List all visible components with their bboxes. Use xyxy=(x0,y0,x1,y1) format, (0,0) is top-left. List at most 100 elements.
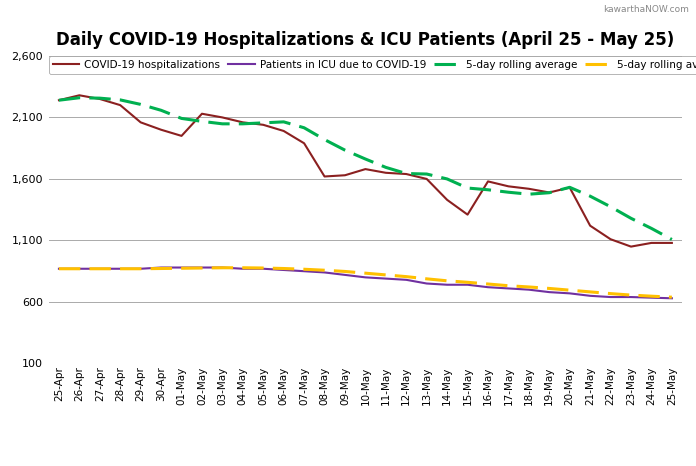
5-day rolling average xyxy=(647,226,656,231)
Patients in ICU due to COVID-19 xyxy=(545,289,553,295)
Patients in ICU due to COVID-19 xyxy=(55,266,63,272)
Patients in ICU due to COVID-19 xyxy=(504,286,512,291)
5-day rolling average xyxy=(422,171,431,177)
5-day rolling average xyxy=(606,204,615,210)
5-day rolling average xyxy=(259,120,267,126)
5-day rolling average xyxy=(136,266,145,272)
5-day rolling average xyxy=(239,121,247,127)
5-day rolling average xyxy=(484,187,492,192)
Line: Patients in ICU due to COVID-19: Patients in ICU due to COVID-19 xyxy=(59,267,672,298)
Patients in ICU due to COVID-19 xyxy=(239,266,247,272)
Patients in ICU due to COVID-19 xyxy=(525,287,533,293)
COVID-19 hospitalizations xyxy=(566,185,574,190)
5-day rolling average xyxy=(464,185,472,191)
Patients in ICU due to COVID-19 xyxy=(443,282,451,288)
5-day rolling average xyxy=(443,278,451,284)
Patients in ICU due to COVID-19 xyxy=(116,266,125,272)
5-day rolling average xyxy=(627,215,635,221)
COVID-19 hospitalizations xyxy=(361,166,370,172)
COVID-19 hospitalizations xyxy=(647,240,656,246)
5-day rolling average xyxy=(177,116,186,121)
5-day rolling average xyxy=(320,137,329,143)
5-day rolling average xyxy=(647,294,656,299)
Patients in ICU due to COVID-19 xyxy=(484,284,492,290)
5-day rolling average xyxy=(361,270,370,276)
Patients in ICU due to COVID-19 xyxy=(586,293,594,299)
COVID-19 hospitalizations xyxy=(525,186,533,192)
COVID-19 hospitalizations xyxy=(341,172,349,178)
5-day rolling average xyxy=(198,265,206,271)
Patients in ICU due to COVID-19 xyxy=(341,272,349,278)
COVID-19 hospitalizations xyxy=(75,92,84,98)
5-day rolling average xyxy=(55,266,63,272)
5-day rolling average xyxy=(525,192,533,197)
5-day rolling average xyxy=(361,156,370,162)
5-day rolling average xyxy=(504,190,512,195)
COVID-19 hospitalizations xyxy=(422,176,431,182)
5-day rolling average xyxy=(239,265,247,271)
5-day rolling average xyxy=(157,266,165,271)
COVID-19 hospitalizations xyxy=(95,96,104,102)
5-day rolling average xyxy=(280,119,288,125)
COVID-19 hospitalizations xyxy=(177,133,186,139)
5-day rolling average xyxy=(157,108,165,113)
5-day rolling average xyxy=(504,283,512,288)
COVID-19 hospitalizations xyxy=(464,212,472,218)
Patients in ICU due to COVID-19 xyxy=(177,265,186,270)
COVID-19 hospitalizations xyxy=(259,122,267,128)
5-day rolling average xyxy=(219,121,227,127)
5-day rolling average xyxy=(484,281,492,287)
5-day rolling average xyxy=(566,288,574,293)
Patients in ICU due to COVID-19 xyxy=(320,270,329,275)
COVID-19 hospitalizations xyxy=(381,170,390,176)
Patients in ICU due to COVID-19 xyxy=(259,266,267,272)
Patients in ICU due to COVID-19 xyxy=(464,282,472,288)
COVID-19 hospitalizations xyxy=(136,120,145,125)
COVID-19 hospitalizations xyxy=(504,184,512,189)
COVID-19 hospitalizations xyxy=(545,190,553,195)
Text: kawarthaNOW.com: kawarthaNOW.com xyxy=(603,5,689,14)
5-day rolling average xyxy=(341,147,349,153)
5-day rolling average xyxy=(177,266,186,271)
COVID-19 hospitalizations xyxy=(55,97,63,103)
COVID-19 hospitalizations xyxy=(116,103,125,108)
5-day rolling average xyxy=(320,267,329,273)
5-day rolling average xyxy=(280,266,288,271)
COVID-19 hospitalizations xyxy=(198,111,206,116)
COVID-19 hospitalizations xyxy=(320,174,329,179)
5-day rolling average xyxy=(402,171,411,176)
Patients in ICU due to COVID-19 xyxy=(381,276,390,281)
Line: 5-day rolling average: 5-day rolling average xyxy=(59,268,672,297)
COVID-19 hospitalizations xyxy=(219,115,227,120)
5-day rolling average xyxy=(136,102,145,107)
COVID-19 hospitalizations xyxy=(402,171,411,177)
Patients in ICU due to COVID-19 xyxy=(219,265,227,270)
5-day rolling average xyxy=(116,266,125,272)
5-day rolling average xyxy=(116,97,125,103)
COVID-19 hospitalizations xyxy=(606,236,615,242)
5-day rolling average xyxy=(667,237,676,242)
Legend: COVID-19 hospitalizations, Patients in ICU due to COVID-19, 5-day rolling averag: COVID-19 hospitalizations, Patients in I… xyxy=(49,56,696,75)
5-day rolling average xyxy=(525,284,533,290)
5-day rolling average xyxy=(586,289,594,295)
Patients in ICU due to COVID-19 xyxy=(667,295,676,301)
Patients in ICU due to COVID-19 xyxy=(136,266,145,272)
COVID-19 hospitalizations xyxy=(586,223,594,228)
5-day rolling average xyxy=(300,125,308,130)
COVID-19 hospitalizations xyxy=(239,120,247,125)
5-day rolling average xyxy=(219,265,227,271)
Patients in ICU due to COVID-19 xyxy=(361,274,370,280)
Patients in ICU due to COVID-19 xyxy=(280,267,288,273)
5-day rolling average xyxy=(341,269,349,274)
Line: COVID-19 hospitalizations: COVID-19 hospitalizations xyxy=(59,95,672,247)
5-day rolling average xyxy=(545,286,553,291)
Title: Daily COVID-19 Hospitalizations & ICU Patients (April 25 - May 25): Daily COVID-19 Hospitalizations & ICU Pa… xyxy=(56,31,674,49)
5-day rolling average xyxy=(627,292,635,298)
5-day rolling average xyxy=(381,272,390,278)
COVID-19 hospitalizations xyxy=(484,178,492,184)
5-day rolling average xyxy=(381,164,390,170)
5-day rolling average xyxy=(566,185,574,190)
Patients in ICU due to COVID-19 xyxy=(606,294,615,300)
5-day rolling average xyxy=(95,266,104,272)
5-day rolling average xyxy=(75,95,84,101)
